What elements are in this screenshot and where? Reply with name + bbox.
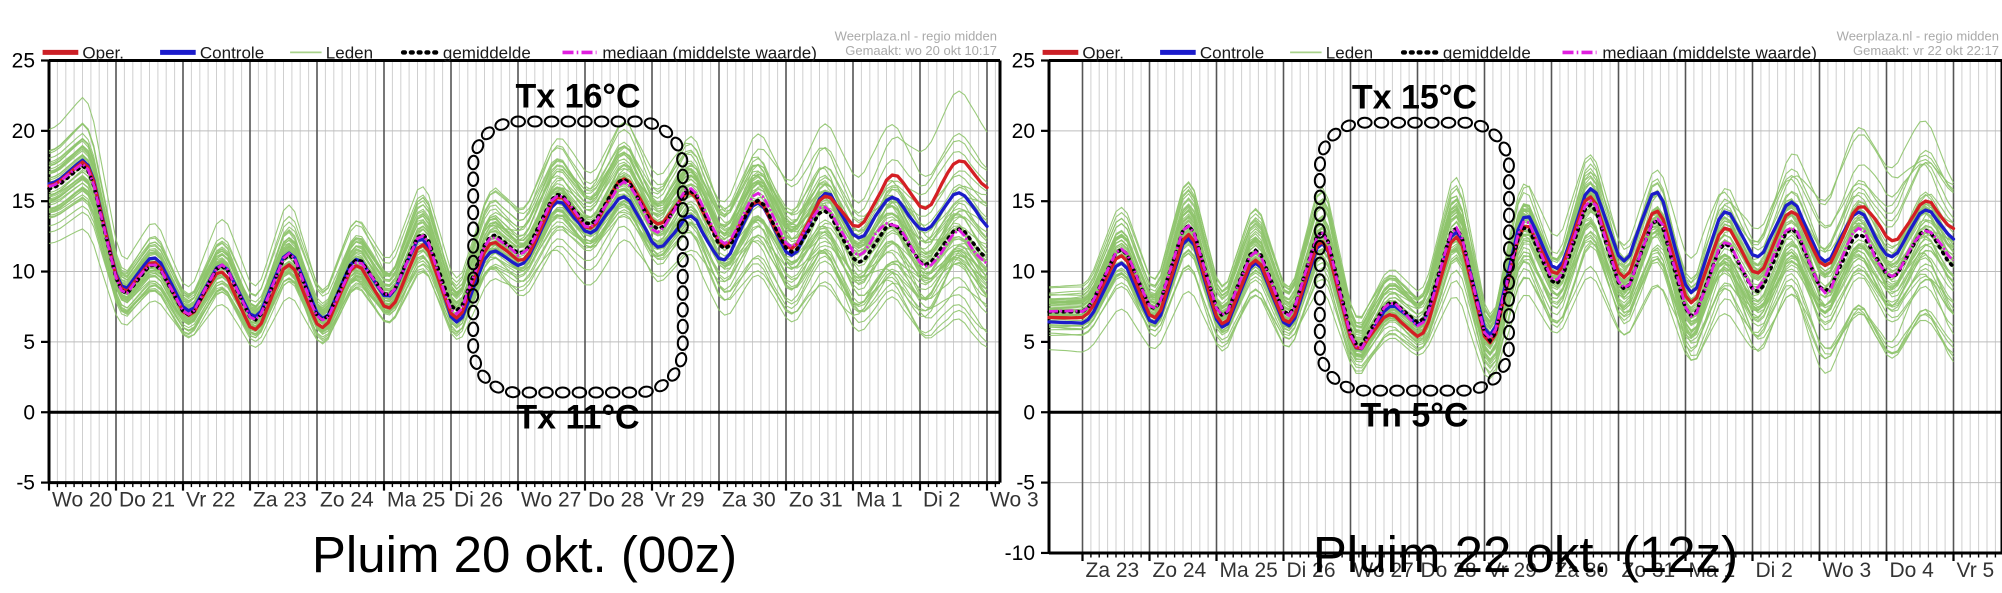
svg-text:Controle: Controle	[200, 43, 264, 62]
svg-text:Tx 16°C: Tx 16°C	[515, 78, 640, 116]
svg-text:Do 28: Do 28	[588, 489, 644, 512]
svg-text:5: 5	[1023, 331, 1035, 354]
svg-text:mediaan (middelste waarde): mediaan (middelste waarde)	[602, 43, 817, 62]
svg-text:25: 25	[1012, 50, 1035, 73]
svg-text:Weerplaza.nl - regio midden: Weerplaza.nl - regio midden	[1837, 28, 1999, 43]
svg-text:25: 25	[12, 50, 35, 73]
svg-text:Di 26: Di 26	[454, 489, 503, 512]
svg-text:Tx 15°C: Tx 15°C	[1352, 79, 1477, 117]
svg-text:Gemaakt: vr 22 okt 22:17: Gemaakt: vr 22 okt 22:17	[1853, 43, 1999, 58]
svg-text:Za 30: Za 30	[722, 489, 776, 512]
svg-text:Di 2: Di 2	[1756, 559, 1793, 582]
svg-text:10: 10	[1012, 261, 1035, 284]
svg-text:gemiddelde: gemiddelde	[443, 43, 531, 62]
svg-text:10: 10	[12, 261, 35, 284]
svg-text:Do 21: Do 21	[119, 489, 175, 512]
svg-text:Controle: Controle	[1200, 43, 1264, 62]
svg-text:Za 23: Za 23	[1086, 559, 1140, 582]
svg-text:Vr 29: Vr 29	[655, 489, 704, 512]
svg-text:-5: -5	[16, 472, 35, 495]
svg-text:Wo 3: Wo 3	[1823, 559, 1872, 582]
svg-text:Leden: Leden	[326, 43, 373, 62]
svg-text:15: 15	[1012, 190, 1035, 213]
svg-text:Pluim 22 okt. (12z): Pluim 22 okt. (12z)	[1313, 526, 1738, 583]
svg-text:Zo 24: Zo 24	[1153, 559, 1207, 582]
svg-text:Tn 5°C: Tn 5°C	[1360, 397, 1468, 435]
svg-text:Weerplaza.nl - regio midden: Weerplaza.nl - regio midden	[835, 28, 997, 43]
svg-text:0: 0	[1023, 401, 1035, 424]
svg-text:20: 20	[12, 120, 35, 143]
svg-text:gemiddelde: gemiddelde	[1443, 43, 1531, 62]
svg-text:Ma 25: Ma 25	[1220, 559, 1278, 582]
svg-text:Leden: Leden	[1326, 43, 1373, 62]
svg-text:-5: -5	[1016, 472, 1035, 495]
svg-text:Zo 31: Zo 31	[789, 489, 843, 512]
svg-text:20: 20	[1012, 120, 1035, 143]
svg-text:Ma 25: Ma 25	[387, 489, 445, 512]
svg-text:Do 4: Do 4	[1890, 559, 1935, 582]
svg-text:15: 15	[12, 190, 35, 213]
svg-text:Tx 11°C: Tx 11°C	[516, 399, 639, 437]
svg-text:-10: -10	[1005, 542, 1035, 565]
svg-text:Wo 27: Wo 27	[521, 489, 581, 512]
svg-text:Pluim 20 okt. (00z): Pluim 20 okt. (00z)	[312, 526, 737, 583]
svg-text:Vr 22: Vr 22	[186, 489, 235, 512]
svg-text:Oper.: Oper.	[82, 43, 124, 62]
svg-text:Gemaakt: wo 20 okt 10:17: Gemaakt: wo 20 okt 10:17	[845, 43, 997, 58]
svg-text:Wo 20: Wo 20	[52, 489, 112, 512]
svg-text:Ma 1: Ma 1	[856, 489, 903, 512]
svg-text:0: 0	[23, 401, 35, 424]
svg-text:Vr 5: Vr 5	[1957, 559, 1995, 582]
svg-text:mediaan (middelste waarde): mediaan (middelste waarde)	[1602, 43, 1817, 62]
svg-text:Di 2: Di 2	[923, 489, 960, 512]
svg-text:Zo 24: Zo 24	[320, 489, 374, 512]
svg-text:Za 23: Za 23	[253, 489, 307, 512]
svg-text:Oper.: Oper.	[1082, 43, 1124, 62]
svg-text:5: 5	[23, 331, 35, 354]
